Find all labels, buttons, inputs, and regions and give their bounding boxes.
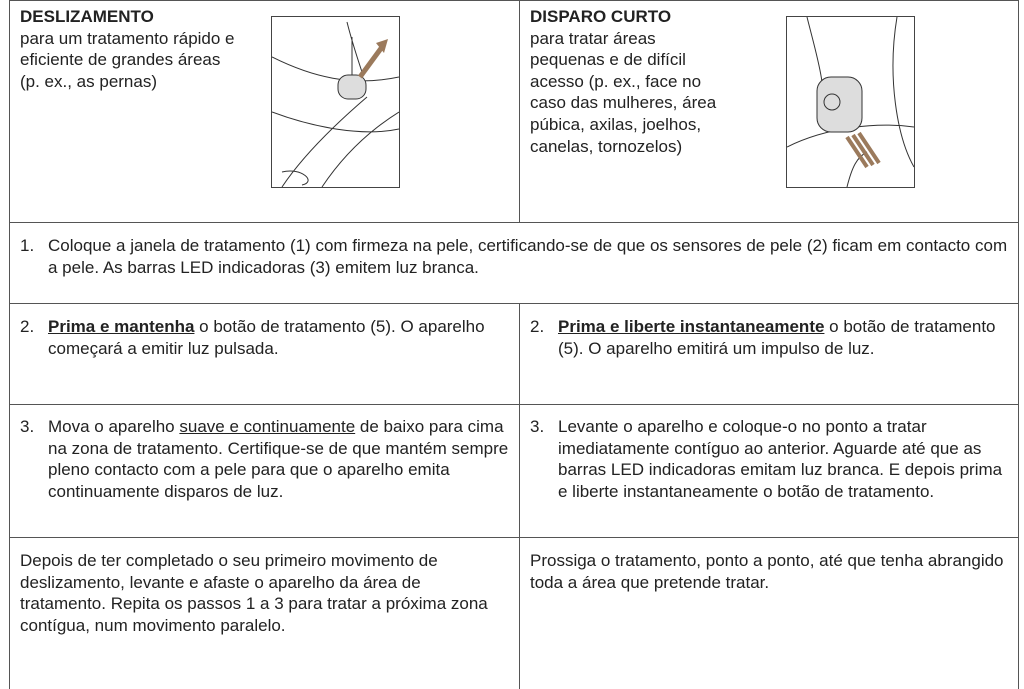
text: o botão de tratamento (5). O aparelho co… [48,317,485,358]
border [9,0,1019,1]
illustration [786,16,915,188]
border [9,0,10,689]
cell: DISPARO CURTO para tratar áreas pequenas… [530,6,726,157]
border [1018,0,1019,689]
border [9,303,1019,304]
text: Levante o aparelho e coloque-o no ponto … [558,417,1003,501]
step-number: 2. [530,317,545,336]
emphasis: suave e continuamente [179,417,356,436]
text: para tratar áreas pequenas e de difícil … [530,28,717,156]
step-number: 3. [20,417,35,436]
step-number: 3. [530,417,545,436]
text: para um tratamento rápido e eficiente de… [20,28,235,91]
text: Prossiga o tratamento, ponto a ponto, at… [530,551,1004,592]
text: Mova o aparelho [48,417,180,436]
heading: DISPARO CURTO [530,7,672,26]
illustration [271,16,400,188]
step-number: 1. [20,236,35,255]
border [9,222,1019,223]
cell: 2. Prima e liberte instantaneamente o bo… [530,316,1012,359]
emphasis: Prima e liberte instantaneamente [558,317,825,336]
heading: DESLIZAMENTO [20,7,154,26]
text: de baixo para cima na zona de tratamento… [48,417,509,501]
cell: 3. Levante o aparelho e coloque-o no pon… [530,416,1012,502]
text: Coloque a janela de tratamento (1) com f… [48,236,1008,277]
emphasis: Prima e mantenha [48,317,195,336]
text: o botão de tratamento (5). O aparelho em… [558,317,996,358]
border [9,404,1019,405]
cell: 3. Mova o aparelho suave e continuamente… [20,416,512,502]
cell: 2. Prima e mantenha o botão de tratament… [20,316,510,359]
cell: 1. Coloque a janela de tratamento (1) co… [20,235,1012,278]
cell: Depois de ter completado o seu primeiro … [20,550,496,636]
border [519,0,520,222]
step-number: 2. [20,317,35,336]
border [9,537,1019,538]
text: Depois de ter completado o seu primeiro … [20,551,488,635]
border [519,303,520,689]
cell: Prossiga o tratamento, ponto a ponto, at… [530,550,1012,593]
cell: DESLIZAMENTO para um tratamento rápido e… [20,6,235,92]
